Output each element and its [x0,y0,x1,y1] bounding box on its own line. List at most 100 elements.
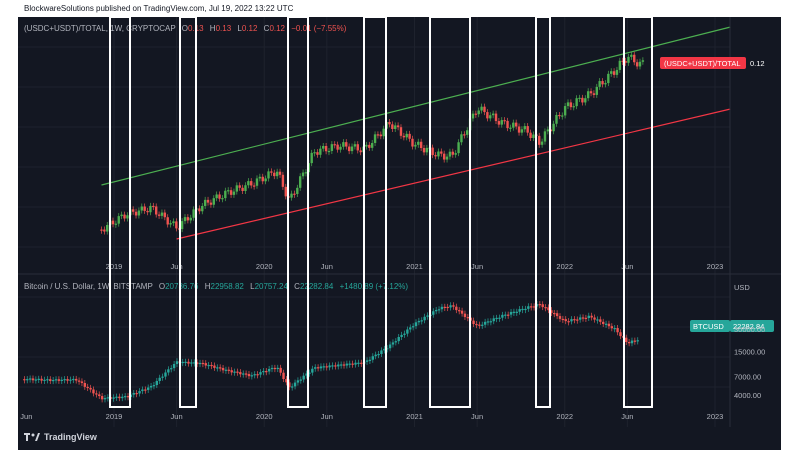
top-price-label-value: 0.12 [750,59,765,68]
top-candle [440,151,443,154]
bottom-x-tick-label: Jun [471,412,483,421]
bottom-candle [43,379,46,381]
top-candle [322,145,325,149]
bottom-candle [570,319,573,322]
bottom-candle [112,397,115,399]
bottom-candle [250,375,254,377]
top-candle [477,110,480,115]
top-candle [509,127,512,129]
bottom-candle [152,385,156,387]
top-candle [474,113,478,115]
top-candle [301,172,305,177]
top-candle [529,132,532,138]
top-candle [140,206,143,211]
top-candle [595,86,599,95]
bottom-candle [455,306,458,311]
top-candle [316,152,319,155]
bottom-candle [541,304,544,308]
top-candle [563,106,567,116]
bottom-candle [72,378,75,381]
top-candle [270,171,273,173]
bottom-candle [492,318,495,322]
top-candle [313,152,316,154]
bottom-candle [325,366,328,368]
top-candle [618,60,622,70]
top-candle [630,54,633,57]
bottom-candle [501,314,504,318]
bottom-candle [227,369,231,371]
bottom-candle [486,321,490,323]
bottom-candle [279,367,282,373]
bottom-candle [475,323,478,326]
bottom-candle [123,396,127,398]
highlight-box[interactable] [179,16,197,408]
top-candle [408,133,411,139]
bottom-candle [457,310,461,312]
top-candle [486,112,489,119]
channel-lower-line[interactable] [176,108,731,240]
bottom-candle [558,316,562,319]
top-candle [106,224,109,232]
bottom-candle [49,379,52,381]
top-candle [189,217,192,221]
btc-label-name-bg [690,320,730,332]
highlight-box[interactable] [363,16,387,408]
bottom-candle [561,318,565,321]
top-candle [621,60,624,62]
highlight-box[interactable] [287,16,309,408]
highlight-box[interactable] [623,16,653,408]
top-candle [610,71,613,74]
channel-upper-line[interactable] [101,26,731,186]
top-candle [143,206,146,211]
bottom-candle [92,389,95,394]
top-candle [471,113,475,119]
bottom-candle [397,336,400,342]
top-legend: (USDC+USDT)/TOTAL, 1W, CRYPTOCAP O0.13 H… [24,24,347,33]
bottom-candle [265,371,268,373]
top-candle [419,141,423,149]
chart-svg[interactable]: (USDC+USDT)/TOTAL, 1W, CRYPTOCAP O0.13 H… [18,16,781,427]
highlight-box[interactable] [429,16,471,408]
bottom-candle [544,307,547,309]
bottom-candle [308,372,311,374]
tradingview-brand: TradingView [44,432,97,442]
top-x-ticks: 2019 Jun 2020 Jun 2021 Jun 2022 Jun 2023 [106,262,724,271]
bottom-candle [406,329,409,334]
bottom-candle [365,360,369,362]
top-candle [347,146,351,152]
top-candle [417,141,420,145]
bottom-candle [529,306,533,308]
top-candle [163,212,167,218]
top-candle [350,146,354,152]
top-candle [212,198,215,205]
highlight-box[interactable] [109,16,131,408]
top-candle [157,214,161,216]
bottom-candle [282,372,285,380]
top-candle [186,217,190,221]
bottom-candle [368,359,372,361]
top-candle [258,176,262,179]
bottom-candle [374,354,377,357]
tradingview-logo[interactable]: TradingView [24,432,97,442]
bottom-candle [146,387,150,390]
highlight-box[interactable] [535,16,551,408]
grid-layer [18,17,730,427]
bottom-candle [242,373,245,375]
bottom-x-tick-label: 2021 [406,412,423,421]
top-candle [584,98,587,103]
top-candle [103,229,106,232]
top-candle [235,185,239,192]
top-candle [229,190,233,195]
bottom-candle [175,361,179,364]
bottom-candle [400,334,403,337]
top-candle [425,147,429,153]
bottom-candle [351,363,354,365]
top-candle [209,202,213,205]
bottom-candle [619,332,622,337]
top-candle [166,217,169,225]
top-candle [333,144,336,146]
btc-label-value: 22282.84 [733,322,764,331]
bottom-candle [506,314,510,316]
top-candle [221,198,224,200]
bottom-candle [593,317,596,320]
